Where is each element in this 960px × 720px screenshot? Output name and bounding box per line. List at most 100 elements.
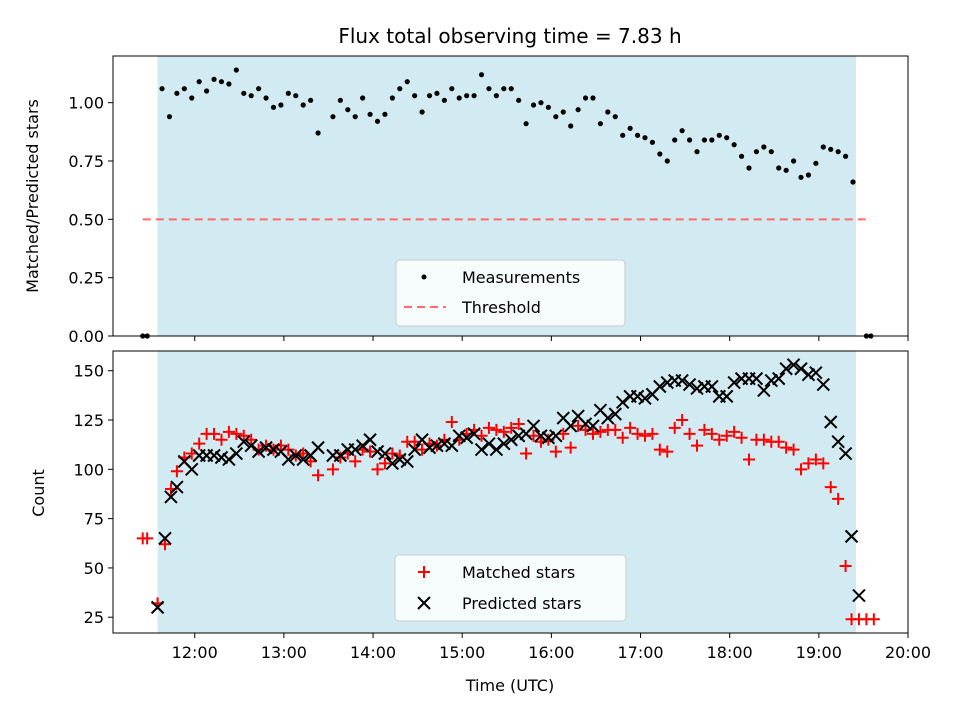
measurement-point [560, 109, 566, 115]
measurement-point [776, 165, 782, 171]
y-tick-label: 25 [84, 608, 104, 627]
matched-point [586, 427, 599, 440]
measurement-point [835, 149, 841, 155]
matched-point [378, 457, 391, 470]
measurement-point [218, 79, 225, 85]
legend: Measurements Threshold [395, 259, 626, 327]
predicted-points [150, 358, 866, 615]
x-tick-label: 18:00 [707, 643, 753, 662]
measurement-point [464, 93, 470, 99]
predicted-point [638, 391, 652, 406]
measurement-point [620, 132, 626, 138]
measurement-point [516, 97, 522, 103]
measurement-point [412, 93, 418, 99]
chart-title: Flux total observing time = 7.83 h [338, 24, 681, 48]
matched-point [475, 429, 488, 442]
predicted-point [586, 419, 600, 433]
matched-point [787, 443, 800, 456]
matched-points [136, 414, 880, 626]
measurement-point [568, 123, 574, 129]
matched-point [482, 421, 495, 434]
matched-point [512, 417, 525, 430]
measurement-point [724, 135, 730, 141]
y-tick-label: 0.75 [68, 152, 104, 171]
measurement-point [649, 139, 656, 145]
measurement-point [211, 76, 217, 82]
y-axis: 0.00 0.25 0.50 0.75 1.00 [68, 94, 113, 346]
predicted-point [281, 452, 296, 467]
measurement-point [478, 72, 485, 78]
legend-label-measurements: Measurements [462, 268, 580, 287]
predicted-point [474, 442, 489, 457]
predicted-point [816, 377, 831, 392]
matched-point [609, 423, 622, 436]
y-axis-label: Matched/Predicted stars [23, 99, 42, 293]
measurement-point [181, 86, 187, 92]
predicted-point [244, 438, 258, 453]
matched-point [527, 429, 540, 442]
measurement-point [278, 102, 284, 108]
predicted-point [333, 448, 348, 463]
measurement-point [582, 95, 589, 101]
measurement-point [315, 130, 321, 136]
legend-box [394, 554, 627, 622]
measurement-point [679, 128, 685, 134]
x-tick-label: 19:00 [796, 643, 842, 662]
predicted-point [549, 429, 563, 443]
matched-point [326, 463, 339, 476]
measurement-point [701, 137, 708, 143]
matched-point [867, 613, 880, 626]
matched-point [334, 451, 347, 464]
predicted-point [504, 433, 518, 447]
y-tick-label: 1.00 [68, 94, 104, 113]
measurement-point [694, 149, 700, 155]
legend-label-matched: Matched stars [462, 563, 575, 582]
x-tick-label: 14:00 [350, 643, 396, 662]
matched-point [668, 421, 681, 434]
matched-point [245, 433, 258, 446]
y-tick-label: 50 [84, 559, 104, 578]
measurement-point [820, 144, 826, 150]
predicted-point [824, 415, 838, 429]
predicted-point [385, 456, 400, 471]
matched-point [230, 427, 243, 440]
predicted-point [158, 531, 172, 546]
predicted-point [720, 389, 734, 404]
predicted-point [363, 433, 377, 447]
matched-point [386, 447, 399, 460]
measurement-point [382, 111, 388, 117]
predicted-point [608, 407, 622, 421]
measurement-point [768, 149, 774, 155]
measurement-point [166, 114, 173, 120]
legend-marker-predicted [417, 596, 431, 610]
matched-point [646, 427, 659, 440]
predicted-point [482, 436, 496, 451]
measurement-point [441, 97, 447, 103]
predicted-point [682, 377, 697, 392]
predicted-point [786, 358, 801, 372]
measurement-point [612, 114, 618, 120]
measurement-point [397, 86, 403, 92]
predicted-point [355, 438, 370, 453]
measurement-point [389, 95, 395, 101]
measurement-point [538, 100, 544, 106]
matched-point [809, 453, 822, 466]
measurement-point [337, 97, 343, 103]
measurement-point [471, 93, 477, 99]
predicted-point [185, 462, 199, 477]
predicted-point [563, 419, 578, 433]
predicted-point [289, 448, 303, 463]
measurement-point [196, 79, 202, 85]
predicted-point [497, 436, 511, 451]
predicted-point [296, 452, 310, 467]
matched-point [222, 425, 235, 438]
measurement-point [672, 137, 678, 143]
matched-point [237, 429, 250, 442]
predicted-point [675, 373, 689, 388]
predicted-point [757, 383, 771, 398]
predicted-point [705, 379, 719, 394]
matched-point [839, 559, 852, 572]
predicted-point [526, 419, 541, 433]
measurement-point [501, 86, 507, 92]
predicted-point [378, 446, 392, 461]
